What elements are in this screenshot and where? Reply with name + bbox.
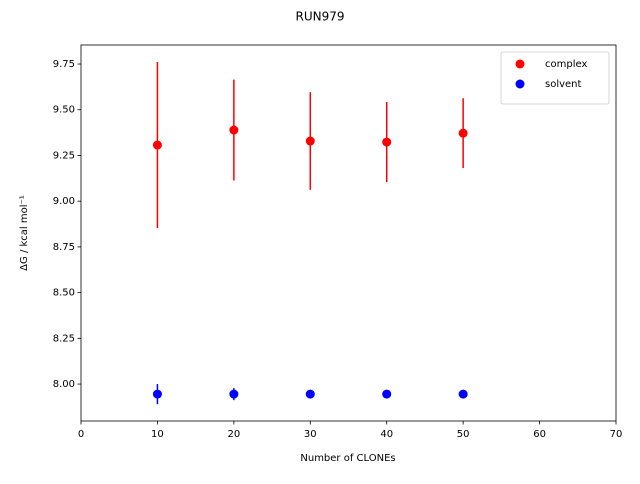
- point: [305, 389, 315, 399]
- chart-title: RUN979: [295, 10, 344, 24]
- y-tick-label: 9.50: [53, 105, 75, 116]
- legend-box: [500, 51, 610, 105]
- x-tick-label: 0: [78, 429, 84, 440]
- point: [458, 128, 468, 138]
- x-tick-label: 10: [151, 429, 164, 440]
- point: [458, 389, 468, 399]
- point: [305, 136, 315, 146]
- legend-marker: [515, 59, 525, 69]
- y-tick-label: 9.00: [53, 196, 75, 207]
- y-tick-label: 9.75: [53, 59, 75, 70]
- x-tick-label: 20: [227, 429, 240, 440]
- y-axis-label: ΔG / kcal mol⁻¹: [19, 195, 30, 271]
- x-tick-label: 50: [457, 429, 470, 440]
- legend-label: complex: [545, 59, 587, 70]
- y-tick-label: 8.75: [53, 242, 75, 253]
- y-tick-label: 8.50: [53, 288, 75, 299]
- x-tick-label: 60: [533, 429, 546, 440]
- legend-marker: [515, 79, 525, 89]
- x-tick-label: 70: [610, 429, 623, 440]
- point: [152, 140, 162, 150]
- x-tick-label: 30: [304, 429, 317, 440]
- x-axis-label: Number of CLONEs: [300, 453, 395, 464]
- point: [382, 137, 392, 147]
- y-tick-label: 9.25: [53, 150, 75, 161]
- plot-frame: [80, 44, 617, 422]
- point: [229, 125, 239, 135]
- legend-label: solvent: [545, 79, 582, 90]
- point: [152, 389, 162, 399]
- x-tick-label: 40: [380, 429, 393, 440]
- y-tick-label: 8.25: [53, 333, 75, 344]
- y-tick-label: 8.00: [53, 379, 75, 390]
- point: [229, 389, 239, 399]
- point: [382, 389, 392, 399]
